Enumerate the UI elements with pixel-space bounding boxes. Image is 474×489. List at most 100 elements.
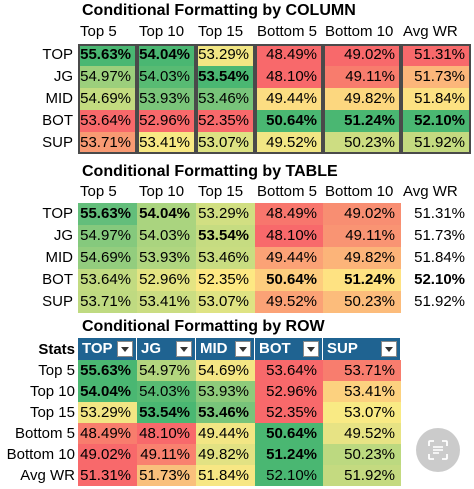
table-cell: 53.54% [196, 225, 255, 247]
column-header: MID [196, 338, 255, 360]
column-header: Top 5 [80, 23, 117, 40]
column-header: Top 10 [139, 23, 185, 40]
table-cell: 53.64% [78, 110, 137, 132]
table-cell: 55.63% [78, 360, 137, 381]
table-cell: 54.97% [78, 225, 137, 247]
table-cell: 52.96% [137, 269, 196, 291]
table-cell: 51.73% [401, 225, 471, 247]
table-cell: 50.64% [255, 110, 323, 132]
table-cell: 53.54% [196, 66, 255, 88]
table-cell: 51.73% [401, 66, 471, 88]
table-cell: 49.11% [137, 444, 196, 465]
row-label: TOP [42, 205, 73, 222]
section-title-table: Conditional Formatting by TABLE [82, 163, 338, 180]
table-cell: 48.49% [255, 203, 323, 225]
column-header: Bottom 5 [257, 23, 318, 40]
table-cell: 49.44% [255, 247, 323, 269]
table-cell: 53.71% [323, 360, 401, 381]
filter-dropdown-button[interactable] [235, 341, 251, 357]
table-cell: 53.41% [323, 381, 401, 402]
table-cell: 48.10% [137, 423, 196, 444]
table-cell: 54.03% [137, 381, 196, 402]
table-cell: 54.69% [78, 88, 137, 110]
table-cell: 53.46% [196, 88, 255, 110]
table-cell: 49.44% [255, 88, 323, 110]
table-cell: 53.29% [78, 402, 137, 423]
table-cell: 53.64% [255, 360, 323, 381]
table-cell: 51.31% [401, 203, 471, 225]
table-cell: 53.71% [78, 291, 137, 313]
table-cell: 53.29% [196, 44, 255, 66]
table-cell: 53.93% [137, 88, 196, 110]
table-cell: 52.35% [196, 269, 255, 291]
table-cell: 52.10% [401, 269, 471, 291]
table-cell: 49.52% [323, 423, 401, 444]
column-header-label: TOP [82, 340, 113, 357]
section-title-column: Conditional Formatting by COLUMN [82, 2, 356, 19]
scan-text-icon [428, 440, 448, 460]
table-cell: 49.02% [323, 44, 401, 66]
column-header-label: SUP [327, 340, 358, 357]
table-cell: 54.97% [137, 360, 196, 381]
filter-dropdown-button[interactable] [381, 341, 397, 357]
table-cell: 53.46% [196, 402, 255, 423]
row-label: MID [45, 90, 74, 107]
scan-text-button[interactable] [416, 428, 460, 472]
row-label: BOT [42, 271, 73, 288]
column-header: Top 15 [198, 183, 244, 200]
table-cell: 51.24% [323, 110, 401, 132]
table-cell: 49.52% [255, 291, 323, 313]
table-cell: 53.71% [78, 132, 137, 154]
table-cell: 51.31% [401, 44, 471, 66]
column-header-label: BOT [259, 340, 291, 357]
column-header: Top 5 [80, 183, 117, 200]
row-label: Top 15 [29, 404, 75, 421]
column-header: Bottom 5 [257, 183, 318, 200]
table-cell: 53.93% [137, 247, 196, 269]
column-header: SUP [323, 338, 401, 360]
table-cell: 52.96% [137, 110, 196, 132]
table-cell: 54.04% [137, 203, 196, 225]
table-cell: 49.52% [255, 132, 323, 154]
table-cell: 50.23% [323, 132, 401, 154]
table-cell: 49.82% [196, 444, 255, 465]
filter-dropdown-button[interactable] [176, 341, 192, 357]
table-cell: 50.64% [255, 423, 323, 444]
table-cell: 49.02% [78, 444, 137, 465]
table-cell: 49.82% [323, 247, 401, 269]
row-label: BOT [42, 112, 73, 129]
column-header: Top 15 [198, 23, 244, 40]
table-cell: 51.73% [137, 465, 196, 486]
table-cell: 48.10% [255, 66, 323, 88]
filter-dropdown-button[interactable] [303, 341, 319, 357]
table-cell: 53.07% [196, 132, 255, 154]
column-header: Avg WR [403, 23, 458, 40]
row-label: JG [53, 68, 73, 85]
table-cell: 52.10% [255, 465, 323, 486]
table-cell: 55.63% [78, 203, 137, 225]
table-cell: 51.31% [78, 465, 137, 486]
section-title-row: Conditional Formatting by ROW [82, 318, 325, 335]
row-label: Top 10 [29, 383, 75, 400]
table-cell: 53.54% [137, 402, 196, 423]
table-cell: 54.03% [137, 225, 196, 247]
column-header: Top 10 [139, 183, 185, 200]
row-label: Top 5 [38, 362, 75, 379]
table-cell: 50.23% [323, 444, 401, 465]
table-cell: 53.07% [323, 402, 401, 423]
table-cell: 53.46% [196, 247, 255, 269]
table-cell: 49.11% [323, 66, 401, 88]
column-header: JG [137, 338, 196, 360]
table-cell: 53.41% [137, 291, 196, 313]
row-label: Bottom 10 [6, 446, 75, 463]
table-cell: 51.84% [196, 465, 255, 486]
column-header: BOT [255, 338, 323, 360]
table-cell: 51.92% [323, 465, 401, 486]
row-label: TOP [42, 46, 73, 63]
table-cell: 52.10% [401, 110, 471, 132]
table-cell: 54.69% [196, 360, 255, 381]
table-cell: 52.35% [255, 402, 323, 423]
table-cell: 49.82% [323, 88, 401, 110]
filter-dropdown-button[interactable] [117, 341, 133, 357]
table-cell: 52.96% [255, 381, 323, 402]
